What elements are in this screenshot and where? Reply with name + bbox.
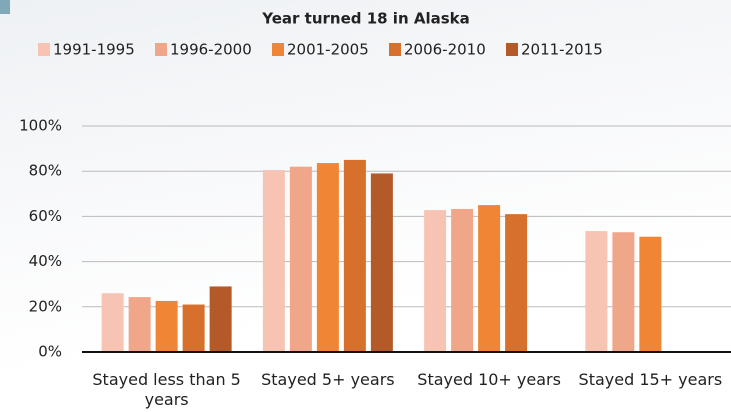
bar — [505, 214, 528, 352]
y-tick-label: 20% — [29, 297, 62, 315]
x-tick-label: Stayed 10+ years — [417, 370, 561, 389]
x-tick-label: Stayed less than 5 years — [92, 370, 241, 409]
legend-label: 1991-1995 — [53, 41, 135, 59]
legend-swatch — [38, 43, 50, 56]
bar — [262, 170, 285, 352]
y-tick-label: 0% — [38, 343, 62, 361]
bar — [182, 304, 205, 352]
corner-decoration — [0, 0, 10, 14]
legend-swatch — [506, 43, 518, 56]
bar — [289, 166, 312, 352]
bar — [343, 159, 366, 352]
bar — [128, 297, 151, 352]
bar — [370, 173, 393, 352]
y-tick-label: 100% — [19, 117, 62, 135]
bar — [209, 286, 232, 352]
y-tick-label: 80% — [29, 162, 62, 180]
bar — [155, 300, 178, 352]
y-tick-label: 40% — [29, 252, 62, 270]
legend-label: 2006-2010 — [404, 41, 486, 59]
bar — [101, 293, 124, 352]
bar — [585, 231, 608, 352]
legend-label: 2011-2015 — [521, 41, 603, 59]
chart-title: Year turned 18 in Alaska — [261, 10, 470, 28]
x-tick-label: Stayed 5+ years — [261, 370, 395, 389]
bar — [639, 236, 662, 352]
legend-swatch — [389, 43, 401, 56]
legend-swatch — [155, 43, 167, 56]
y-tick-label: 60% — [29, 207, 62, 225]
bar — [316, 163, 339, 352]
bar — [451, 208, 474, 352]
bar — [424, 210, 447, 352]
legend-label: 1996-2000 — [170, 41, 252, 59]
legend-swatch — [272, 43, 284, 56]
bar — [478, 205, 501, 352]
legend-label: 2001-2005 — [287, 41, 369, 59]
x-tick-label: Stayed 15+ years — [578, 370, 723, 389]
bar — [612, 232, 635, 352]
